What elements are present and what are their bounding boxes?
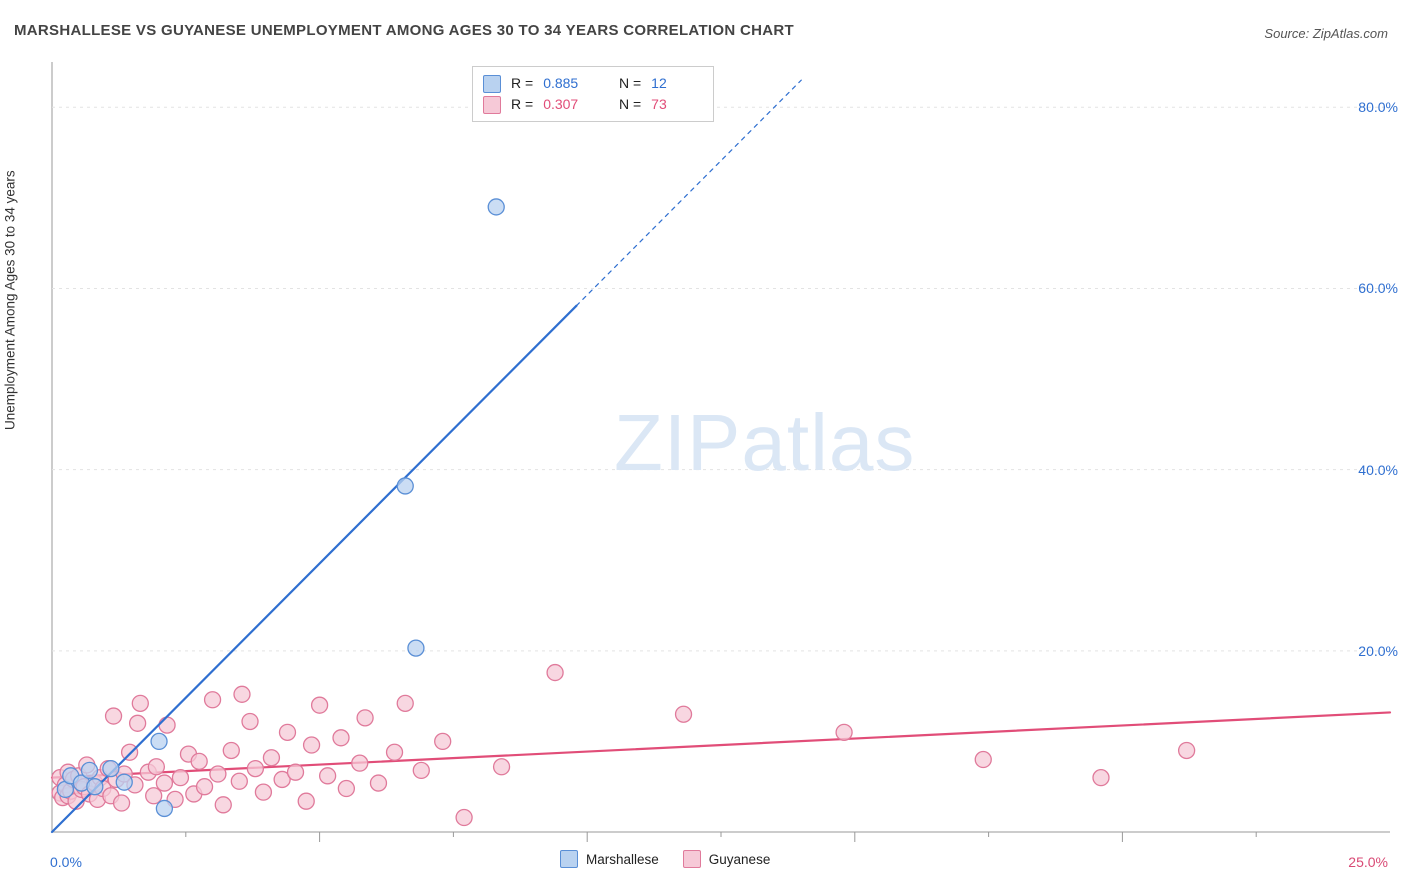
y-tick-label: 40.0%	[1358, 462, 1398, 478]
stat-n-value: 12	[651, 73, 699, 94]
stat-r-value: 0.307	[543, 94, 591, 115]
stat-r-value: 0.885	[543, 73, 591, 94]
y-tick-label: 60.0%	[1358, 280, 1398, 296]
stat-n-label: N =	[619, 73, 641, 94]
legend-item: Marshallese	[560, 850, 659, 868]
scatter-plot	[0, 0, 1406, 892]
y-tick-label: 20.0%	[1358, 643, 1398, 659]
y-tick-label: 80.0%	[1358, 99, 1398, 115]
stat-n-value: 73	[651, 94, 699, 115]
legend-swatch	[683, 850, 701, 868]
x-axis-origin-label: 0.0%	[50, 854, 82, 870]
stats-row: R = 0.885 N = 12	[483, 73, 699, 94]
stats-swatch	[483, 96, 501, 114]
stat-n-label: N =	[619, 94, 641, 115]
series-legend: Marshallese Guyanese	[560, 850, 770, 868]
stat-r-label: R =	[511, 73, 533, 94]
legend-label: Marshallese	[586, 852, 659, 867]
legend-label: Guyanese	[709, 852, 771, 867]
legend-swatch	[560, 850, 578, 868]
x-axis-end-label: 25.0%	[1348, 854, 1388, 870]
stat-r-label: R =	[511, 94, 533, 115]
correlation-stats-box: R = 0.885 N = 12 R = 0.307 N = 73	[472, 66, 714, 122]
legend-item: Guyanese	[683, 850, 771, 868]
chart-container: MARSHALLESE VS GUYANESE UNEMPLOYMENT AMO…	[0, 0, 1406, 892]
stats-row: R = 0.307 N = 73	[483, 94, 699, 115]
stats-swatch	[483, 75, 501, 93]
